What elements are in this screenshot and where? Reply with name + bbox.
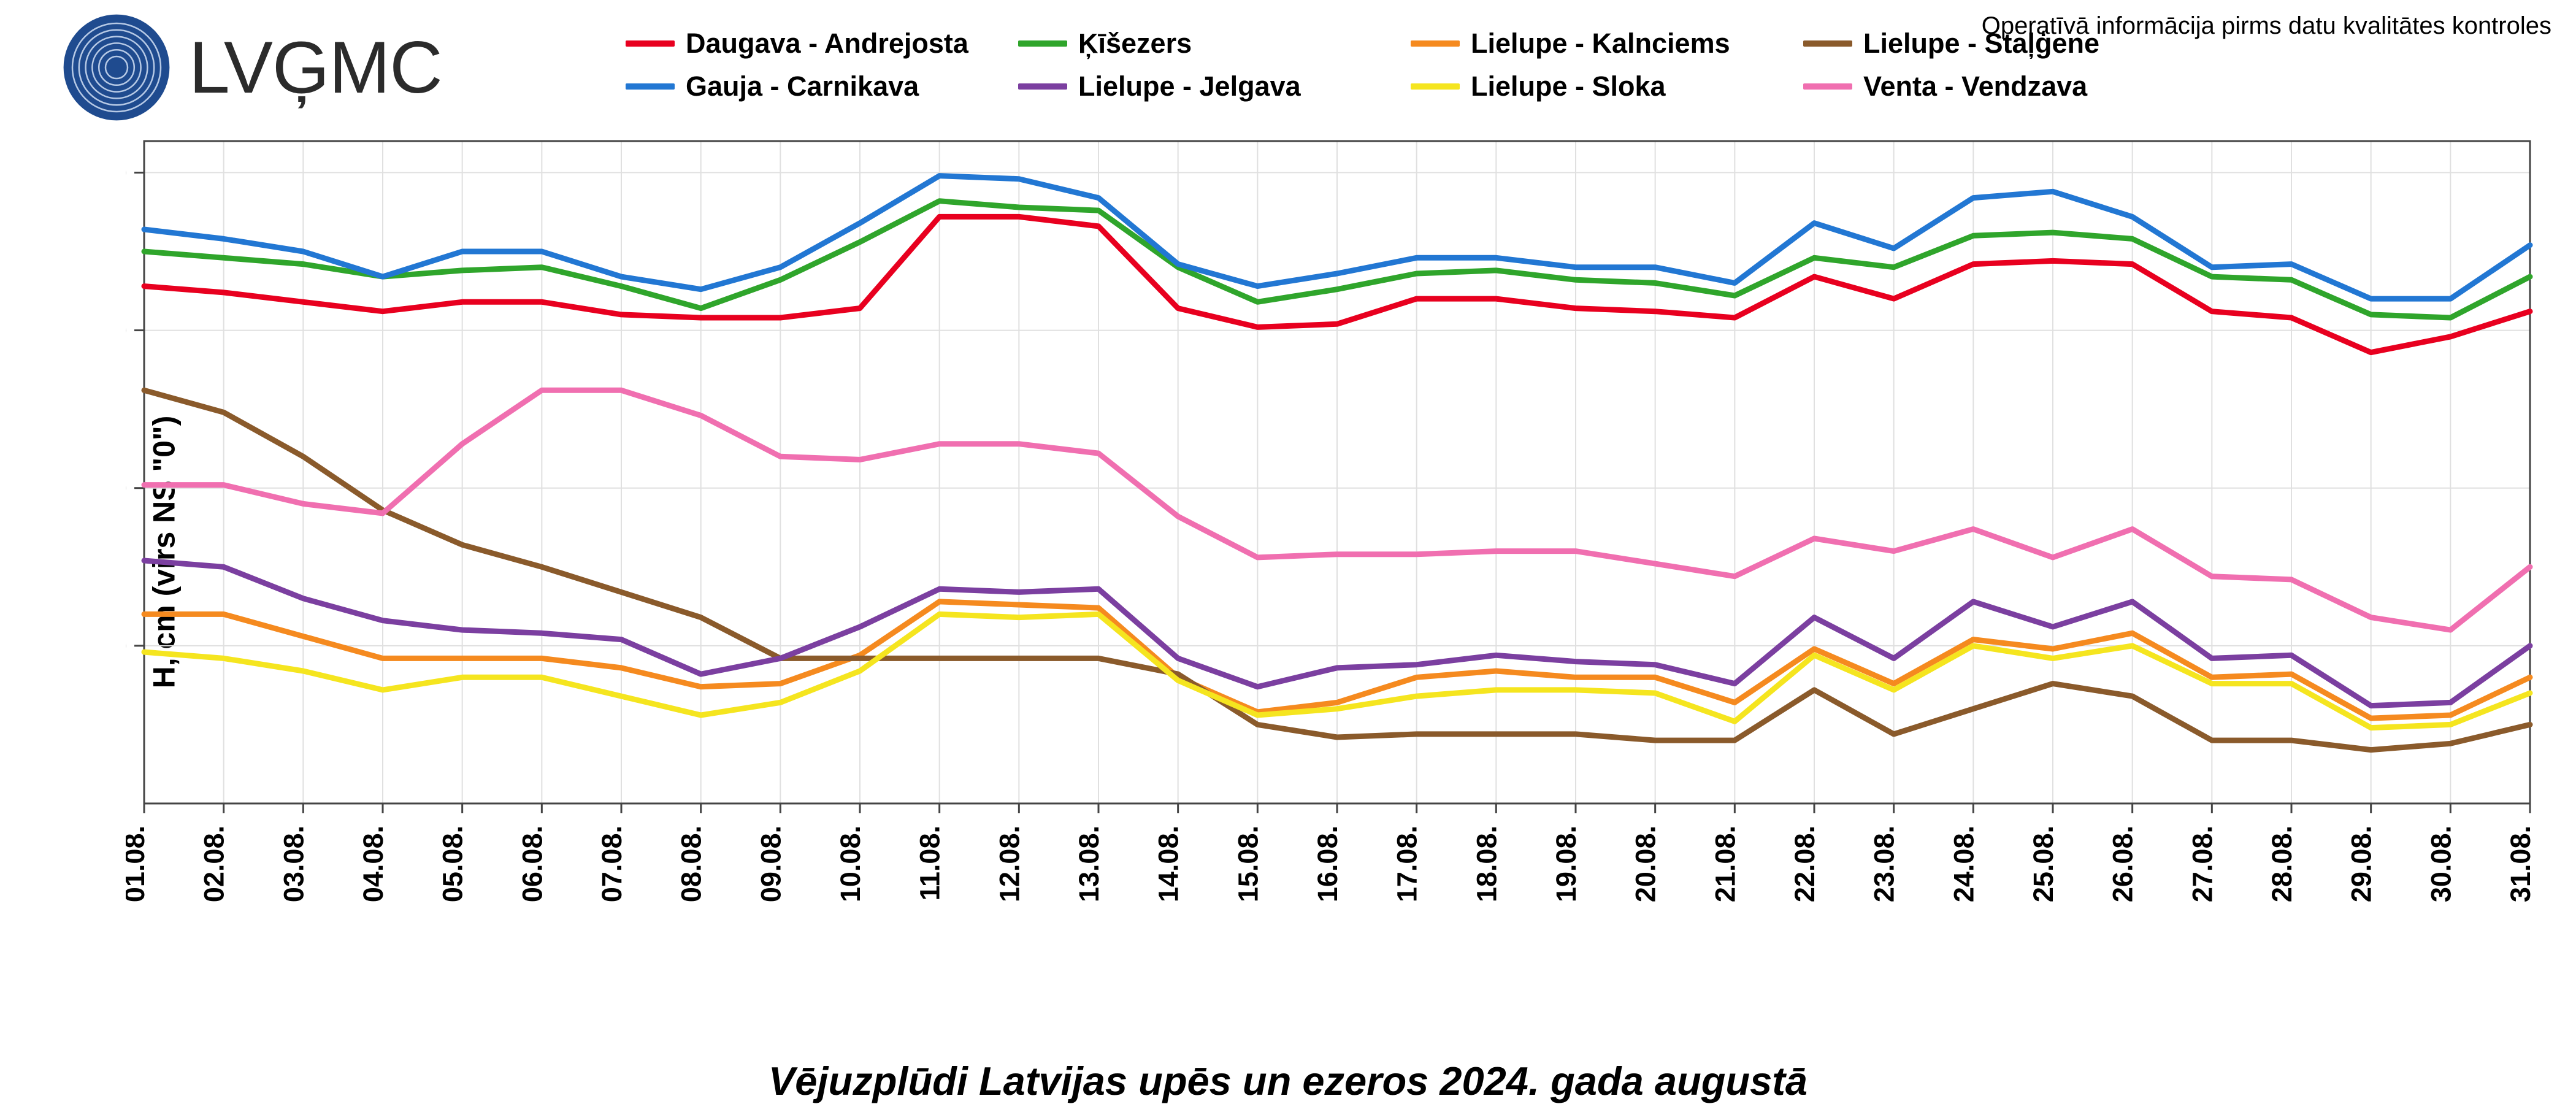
chart-svg: 50 100 150 200 01.08. 02.08. 03.08. 04.08. 05.08… — [126, 135, 2542, 963]
legend-label: Venta - Vendzava — [1863, 71, 2087, 102]
x-tick-label: 13.08. — [1073, 826, 1105, 902]
legend-label: Lielupe - Kalnciems — [1471, 28, 1730, 59]
legend-label: Lielupe - Sloka — [1471, 71, 1666, 102]
x-tick-label: 27.08. — [2187, 826, 2218, 902]
legend-item: Lielupe - Kalnciems — [1411, 22, 1803, 65]
legend-swatch — [1018, 83, 1067, 90]
legend-item: Lielupe - Jelgava — [1018, 65, 1411, 108]
x-tick-label: 28.08. — [2266, 826, 2298, 902]
legend-swatch — [626, 83, 675, 90]
legend-item: Venta - Vendzava — [1803, 65, 2196, 108]
logo-icon — [61, 12, 172, 123]
y-tick-label: 50 — [126, 631, 127, 662]
x-tick-label: 02.08. — [199, 826, 230, 902]
x-tick-label: 07.08. — [596, 826, 627, 902]
legend-item: Lielupe - Staļģene — [1803, 22, 2196, 65]
x-tick-label: 08.08. — [676, 826, 707, 902]
x-tick-label: 25.08. — [2028, 826, 2059, 902]
x-tick-label: 05.08. — [437, 826, 469, 902]
legend-swatch — [1803, 40, 1852, 47]
legend-label: Lielupe - Jelgava — [1078, 71, 1301, 102]
x-tick-label: 04.08. — [358, 826, 389, 902]
legend-label: Lielupe - Staļģene — [1863, 28, 2099, 59]
x-tick-label: 06.08. — [516, 826, 548, 902]
x-tick-label: 09.08. — [755, 826, 786, 902]
legend-item: Gauja - Carnikava — [626, 65, 1018, 108]
y-tick-label: 150 — [126, 315, 127, 347]
legend-swatch — [626, 40, 675, 47]
x-tick-label: 16.08. — [1312, 826, 1343, 902]
logo: LVĢMC — [61, 12, 442, 123]
legend: Daugava - Andrejosta Ķīšezers Lielupe - Ka… — [626, 22, 2196, 108]
x-tick-label: 19.08. — [1551, 826, 1582, 902]
y-tick-label: 200 — [126, 157, 127, 188]
x-tick-label: 24.08. — [1948, 826, 1979, 902]
x-tick-label: 18.08. — [1471, 826, 1502, 902]
x-tick-label: 30.08. — [2425, 826, 2456, 902]
x-tick-label: 14.08. — [1153, 826, 1184, 902]
x-tick-label: 01.08. — [126, 826, 150, 902]
legend-swatch — [1411, 40, 1460, 47]
x-tick-label: 11.08. — [914, 826, 946, 901]
x-tick-label: 26.08. — [2107, 826, 2139, 902]
x-tick-label: 12.08. — [994, 826, 1025, 902]
x-tick-label: 15.08. — [1232, 826, 1263, 902]
org-name: LVĢMC — [189, 25, 442, 110]
legend-swatch — [1018, 40, 1067, 47]
legend-swatch — [1411, 83, 1460, 90]
x-tick-label: 21.08. — [1709, 826, 1741, 902]
x-tick-label: 22.08. — [1789, 826, 1820, 902]
x-tick-label: 31.08. — [2505, 826, 2536, 902]
legend-item: Ķīšezers — [1018, 22, 1411, 65]
x-tick-label: 03.08. — [278, 826, 309, 902]
x-tick-label: 29.08. — [2346, 826, 2377, 902]
legend-swatch — [1803, 83, 1852, 90]
legend-item: Lielupe - Sloka — [1411, 65, 1803, 108]
y-tick-label: 100 — [126, 473, 127, 504]
legend-item: Daugava - Andrejosta — [626, 22, 1018, 65]
x-tick-label: 23.08. — [1869, 826, 1900, 902]
chart-area: 50 100 150 200 01.08. 02.08. 03.08. 04.08. 05.08… — [126, 135, 2542, 963]
x-tick-label: 20.08. — [1630, 826, 1662, 902]
x-tick-label: 10.08. — [835, 826, 866, 902]
page-root: LVĢMC Operatīvā informācija pirms datu k… — [0, 0, 2576, 1104]
chart-subtitle: Vējuzplūdi Latvijas upēs un ezeros 2024.… — [0, 1058, 2576, 1104]
legend-label: Daugava - Andrejosta — [686, 28, 968, 59]
legend-label: Gauja - Carnikava — [686, 71, 919, 102]
x-tick-label: 17.08. — [1392, 826, 1423, 902]
legend-label: Ķīšezers — [1078, 28, 1192, 59]
